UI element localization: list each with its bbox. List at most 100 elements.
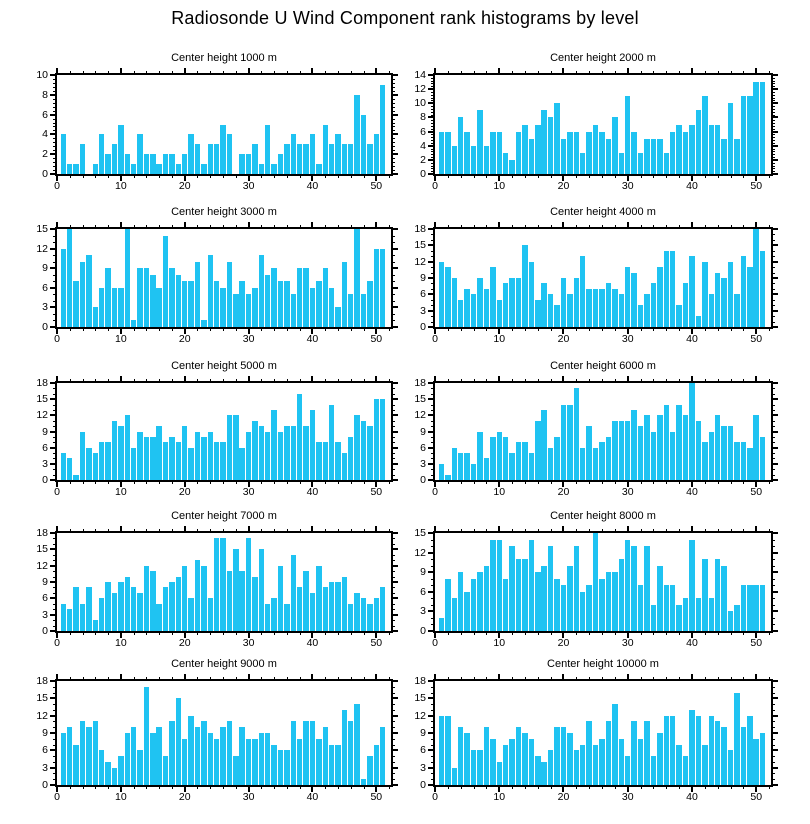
bar: [727, 750, 734, 785]
y-minor-tick: [431, 624, 435, 626]
y-minor-tick: [391, 261, 395, 263]
bar: [637, 152, 644, 174]
x-minor-tick: [769, 529, 771, 533]
y-major-tick: [50, 697, 57, 700]
y-minor-tick: [771, 469, 775, 471]
x-minor-tick: [350, 71, 352, 75]
y-minor-tick: [391, 686, 395, 688]
x-major-tick: [247, 674, 250, 681]
y-major-tick: [391, 430, 398, 433]
bar: [322, 442, 328, 480]
bar: [130, 320, 137, 327]
y-minor-tick: [771, 598, 775, 600]
x-minor-tick: [730, 225, 732, 229]
bar: [535, 299, 541, 327]
x-minor-tick: [666, 677, 668, 681]
bar: [708, 598, 714, 631]
bar: [483, 145, 490, 174]
bar: [457, 117, 464, 174]
y-tick-label: 0: [42, 321, 48, 333]
bar: [438, 261, 445, 327]
bar: [657, 415, 663, 480]
x-major-tick: [690, 174, 693, 181]
y-tick-label: 3: [42, 761, 48, 774]
subplot-title: Center height 9000 m: [171, 658, 277, 670]
y-minor-tick: [771, 154, 775, 156]
y-minor-tick: [771, 299, 775, 301]
x-major-tick: [375, 785, 378, 792]
bar: [156, 426, 162, 480]
x-minor-tick: [261, 225, 263, 229]
x-minor-tick: [589, 327, 591, 331]
y-minor-tick: [431, 436, 435, 438]
bar: [360, 294, 367, 327]
bar: [277, 431, 284, 480]
x-minor-tick: [460, 174, 462, 178]
bar: [496, 431, 502, 480]
y-major-tick: [428, 326, 435, 328]
bar: [328, 582, 335, 631]
y-major-tick: [771, 260, 778, 263]
x-minor-tick: [653, 480, 655, 484]
x-minor-tick: [146, 631, 148, 635]
x-minor-tick: [589, 631, 591, 635]
y-minor-tick: [431, 100, 435, 102]
y-minor-tick: [771, 250, 775, 252]
y-major-tick: [391, 173, 398, 175]
bar: [182, 281, 188, 327]
bar: [567, 565, 573, 631]
bar: [747, 447, 753, 480]
x-minor-tick: [550, 379, 552, 383]
x-minor-tick: [653, 225, 655, 229]
y-minor-tick: [771, 546, 775, 548]
y-major-tick: [771, 158, 778, 161]
x-minor-tick: [210, 225, 212, 229]
bar: [599, 288, 605, 327]
y-minor-tick: [53, 554, 57, 556]
bar: [650, 756, 657, 785]
y-tick-label: 9: [42, 727, 48, 739]
y-major-tick: [391, 93, 398, 96]
x-minor-tick: [261, 327, 263, 331]
y-minor-tick: [53, 773, 57, 775]
y-minor-tick: [431, 83, 435, 85]
y-minor-tick: [431, 393, 435, 395]
bar: [335, 744, 341, 785]
x-major-tick: [183, 174, 186, 181]
bar: [547, 117, 554, 174]
y-major-tick: [428, 571, 435, 574]
y-major-tick: [428, 697, 435, 700]
y-minor-tick: [391, 458, 395, 460]
y-minor-tick: [53, 721, 57, 723]
bar: [277, 281, 284, 327]
x-minor-tick: [82, 174, 84, 178]
bar: [316, 281, 322, 327]
x-minor-tick: [666, 785, 668, 789]
x-minor-tick: [223, 379, 225, 383]
x-minor-tick: [730, 71, 732, 75]
x-major-tick: [562, 376, 565, 383]
x-tick-label: 0: [54, 180, 60, 192]
bar: [367, 756, 373, 785]
y-minor-tick: [771, 151, 775, 153]
x-minor-tick: [486, 529, 488, 533]
bar: [708, 124, 714, 174]
bar: [682, 756, 689, 785]
bar: [477, 750, 483, 785]
bar: [490, 131, 496, 174]
y-minor-tick: [391, 281, 395, 283]
x-minor-tick: [210, 785, 212, 789]
x-minor-tick: [537, 677, 539, 681]
x-minor-tick: [197, 327, 199, 331]
x-minor-tick: [82, 785, 84, 789]
x-tick-label: 20: [178, 791, 191, 803]
y-major-tick: [391, 153, 398, 156]
bar: [650, 604, 657, 631]
bar: [535, 420, 541, 480]
y-minor-tick: [771, 692, 775, 694]
x-minor-tick: [602, 225, 604, 229]
bar: [625, 267, 631, 327]
bar: [98, 287, 105, 327]
bar: [714, 559, 721, 631]
x-minor-tick: [537, 631, 539, 635]
